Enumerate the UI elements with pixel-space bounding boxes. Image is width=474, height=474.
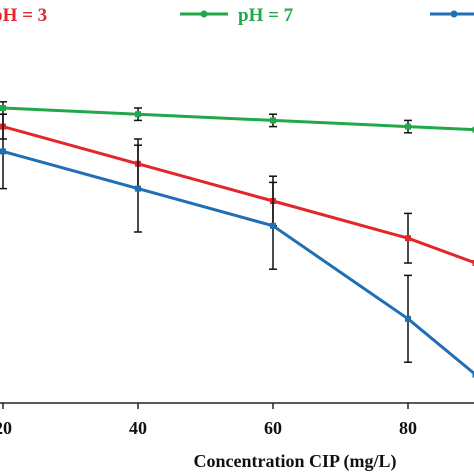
x-axis-title: Concentration CIP (mg/L)	[194, 451, 397, 472]
legend-label-ph7: pH = 7	[238, 5, 294, 26]
data-point	[405, 123, 411, 130]
plot-area	[0, 101, 474, 378]
x-ticks: 20 40 60 80	[0, 403, 417, 438]
x-tick-label: 20	[0, 418, 12, 438]
data-point	[0, 105, 6, 111]
data-point	[0, 148, 6, 155]
data-point	[270, 117, 276, 124]
data-point	[135, 185, 141, 192]
x-tick-label: 80	[399, 418, 417, 438]
data-point	[472, 260, 474, 266]
legend-entry-blue	[430, 10, 474, 18]
data-point	[472, 371, 474, 378]
legend-entry-ph3: pH = 3	[0, 5, 47, 26]
legend-marker-blue	[450, 10, 458, 18]
series-line-2	[2, 149, 474, 376]
series-line-0	[2, 125, 474, 265]
legend-label-ph3: pH = 3	[0, 5, 47, 26]
series-line-1	[2, 106, 474, 132]
legend-marker-ph7	[200, 10, 208, 18]
x-tick-label: 40	[129, 418, 147, 438]
data-point	[472, 126, 474, 133]
x-tick-label: 60	[264, 418, 282, 438]
data-point	[405, 315, 411, 322]
legend-entry-ph7: pH = 7	[180, 5, 294, 26]
data-point	[270, 222, 276, 229]
data-point	[135, 111, 141, 118]
legend: pH = 3 pH = 7	[0, 5, 474, 26]
data-point	[405, 235, 411, 242]
